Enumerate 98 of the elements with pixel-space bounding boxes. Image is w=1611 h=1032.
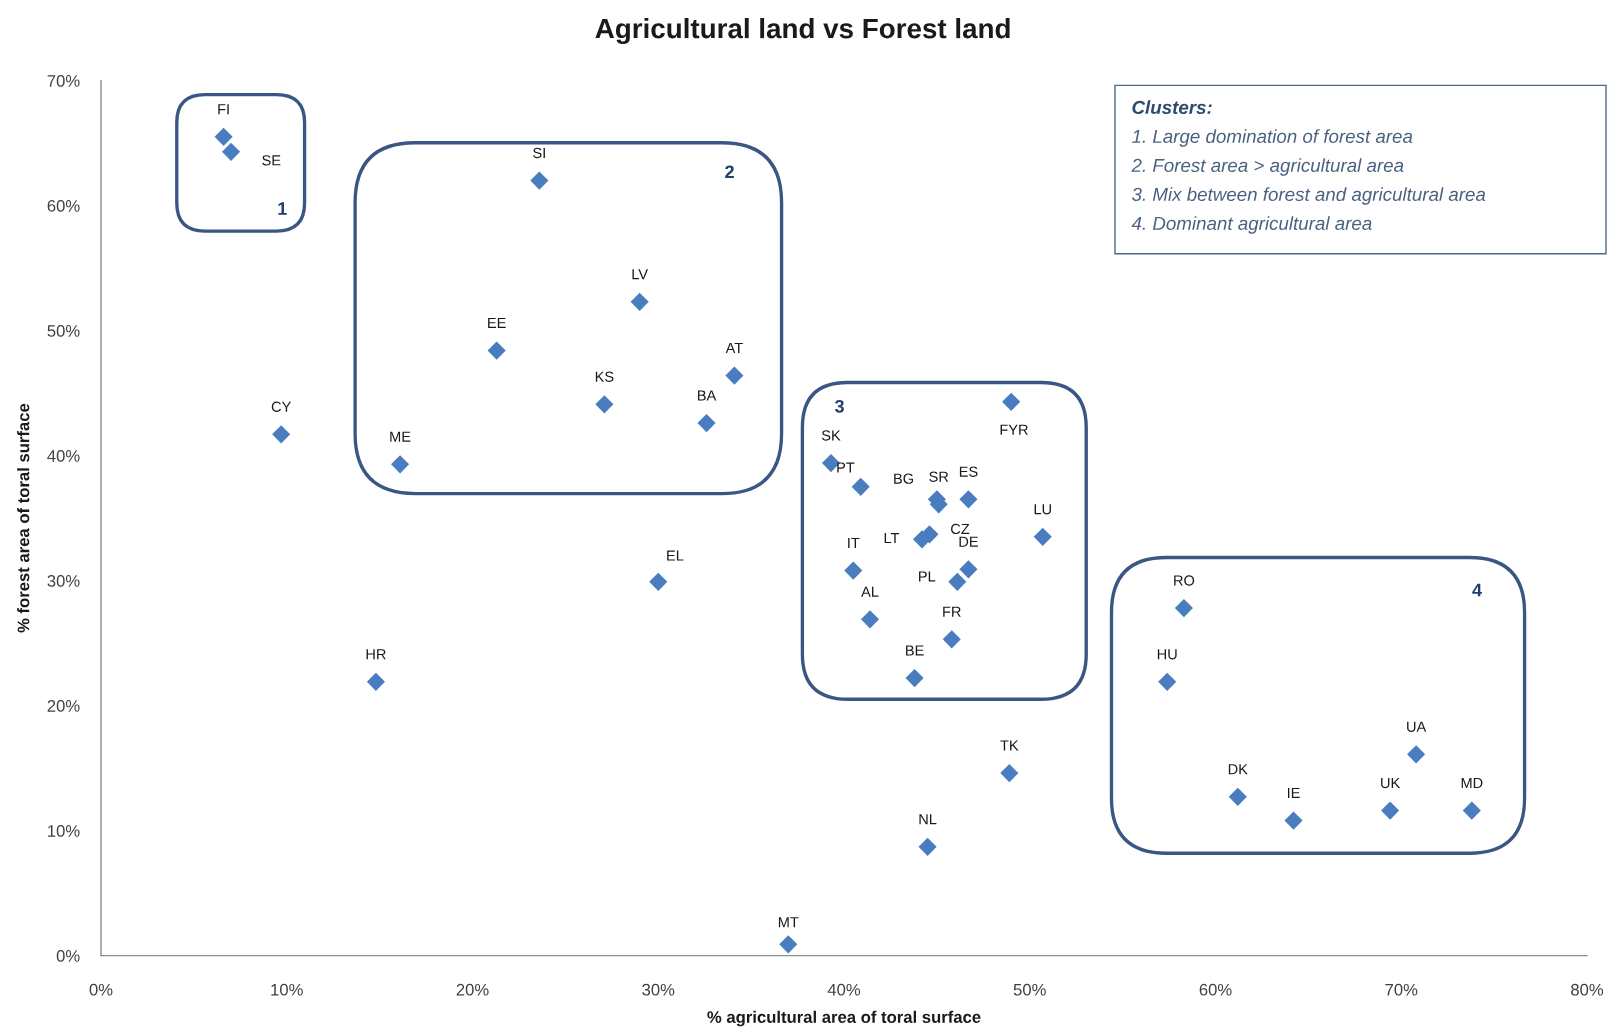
annotation: SK	[821, 430, 841, 441]
point	[530, 171, 549, 190]
annotation: KS	[595, 371, 614, 382]
x-tick-label: 20%	[456, 983, 489, 996]
point	[948, 572, 967, 591]
point	[1033, 527, 1052, 546]
annotation: 3	[834, 399, 844, 413]
point	[1000, 764, 1019, 783]
point	[1381, 801, 1400, 820]
annotation: Clusters:	[1132, 100, 1212, 115]
point	[1407, 745, 1426, 764]
annotation: 1	[278, 202, 287, 215]
annotation: PL	[919, 571, 936, 582]
annotation: UK	[1381, 777, 1401, 789]
annotation: NL	[919, 814, 937, 825]
annotation: FR	[943, 606, 961, 617]
annotation: PT	[837, 462, 855, 473]
point	[391, 455, 410, 474]
point	[860, 610, 880, 629]
point	[630, 292, 649, 311]
annotation: LV	[632, 269, 648, 280]
y-tick-label: 0%	[56, 950, 80, 962]
chart-title: Agricultural land vs Forest land	[595, 17, 1010, 45]
point	[942, 630, 961, 649]
annotation: AT	[725, 342, 743, 353]
annotation: CY	[271, 401, 291, 412]
x-tick-label: 30%	[642, 983, 675, 996]
point	[1002, 392, 1021, 411]
annotation: LU	[1034, 504, 1051, 515]
point	[959, 490, 978, 509]
annotation: LT	[884, 533, 900, 544]
annotation: BG	[894, 473, 913, 484]
y-tick-label: 30%	[47, 575, 80, 587]
point	[366, 672, 385, 691]
annotation: ES	[959, 466, 978, 477]
y-axis-title: % forest area of toral surface	[17, 403, 30, 633]
point	[844, 561, 863, 580]
y-tick-label: 50%	[47, 325, 80, 337]
x-tick-label: 0%	[89, 983, 113, 996]
annotation: DE	[959, 536, 978, 547]
annotation: DK	[1228, 764, 1248, 775]
point	[272, 425, 291, 444]
x-tick-label: 70%	[1385, 983, 1418, 996]
annotation: RO	[1174, 575, 1195, 586]
point	[487, 341, 506, 360]
point	[1158, 672, 1177, 691]
x-tick-label: 80%	[1571, 983, 1604, 996]
point	[1228, 787, 1247, 806]
annotation: 3. Mix between forest and agricultural area	[1131, 187, 1486, 205]
point	[918, 837, 937, 856]
annotation: 4	[1472, 583, 1482, 597]
point	[725, 366, 744, 385]
annotation: 1. Large domination of forest area	[1131, 129, 1413, 147]
annotation: MD	[1461, 777, 1483, 788]
point	[905, 669, 924, 688]
annotation: SI	[533, 147, 545, 159]
point	[214, 127, 233, 146]
annotation: UA	[1407, 721, 1427, 732]
point	[697, 414, 716, 433]
annotation: BA	[698, 390, 717, 401]
annotation: 2. Forest area > agricultural area	[1131, 158, 1404, 176]
annotation: ME	[390, 431, 411, 442]
point	[595, 395, 614, 414]
y-tick-label: 40%	[47, 450, 80, 462]
y-tick-label: 60%	[47, 200, 80, 212]
y-tick-label: 70%	[47, 75, 80, 87]
annotation: SR	[929, 471, 949, 482]
point	[851, 477, 870, 496]
annotation: IE	[1287, 787, 1300, 798]
annotation: FYR	[1000, 424, 1028, 435]
y-tick-label: 20%	[47, 700, 80, 712]
point	[959, 560, 978, 579]
annotation: EL	[667, 550, 684, 561]
point	[1174, 599, 1193, 618]
point	[221, 142, 241, 161]
annotation: HR	[366, 649, 386, 660]
annotation: AL	[861, 586, 879, 597]
point	[779, 935, 798, 954]
annotation: EE	[488, 317, 506, 328]
x-tick-label: 60%	[1199, 983, 1232, 996]
x-tick-label: 10%	[271, 983, 303, 996]
annotation: FI	[218, 104, 229, 115]
annotation: BE	[906, 645, 924, 656]
x-tick-label: 40%	[827, 983, 861, 996]
annotation: SE	[262, 155, 281, 166]
x-axis-title: % agricultural area of toral surface	[707, 1010, 981, 1027]
annotation: HU	[1157, 649, 1177, 660]
annotation: MT	[778, 917, 799, 928]
point	[649, 572, 668, 591]
point	[1284, 811, 1303, 830]
y-tick-label: 10%	[48, 825, 80, 837]
point	[1462, 801, 1481, 820]
annotation: CZ	[951, 523, 970, 535]
annotation: 4. Dominant agricultural area	[1131, 216, 1372, 234]
annotation: TK	[1000, 740, 1019, 751]
x-tick-label: 50%	[1013, 983, 1046, 996]
annotation: IT	[848, 537, 860, 548]
annotation: 2	[725, 165, 734, 179]
